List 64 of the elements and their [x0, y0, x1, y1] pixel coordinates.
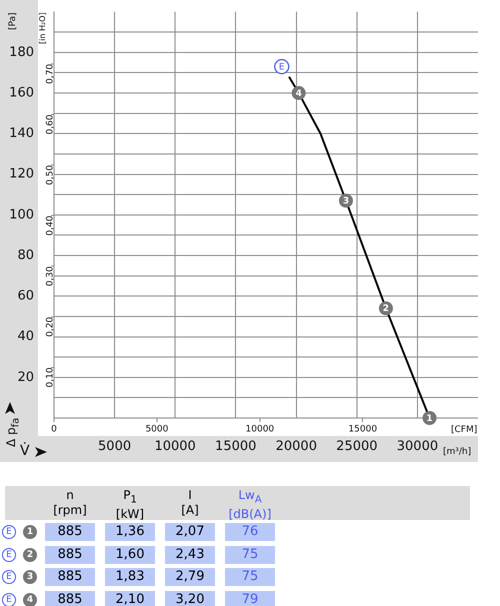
x-tick-label: 25000	[336, 439, 378, 454]
x2-axis-title: [CFM]	[451, 425, 478, 435]
x-tick-label: 5000	[98, 439, 132, 454]
annotation: E	[278, 62, 285, 72]
x-tick-label: 20000	[276, 439, 317, 454]
text: 885	[58, 524, 82, 539]
x2-tick-label: 15000	[348, 424, 378, 435]
x-tick-label: 10000	[154, 439, 196, 454]
category-label: Lw$_{A}$ [dB(A)]	[228, 488, 272, 522]
text: 885	[58, 569, 82, 584]
annotation: 4	[296, 88, 302, 99]
y-tick-label: 40	[17, 329, 34, 344]
text: 75	[242, 569, 258, 584]
category-label: E	[6, 527, 12, 537]
y2-tick-label: 0,70	[45, 64, 56, 84]
text: 2,10	[116, 592, 144, 606]
text: 79	[242, 592, 258, 606]
text: 2,79	[176, 569, 204, 584]
x2-tick-label: 0	[51, 424, 58, 435]
x-tick-label: 15000	[215, 439, 256, 454]
category-label: 3	[26, 572, 34, 582]
text: 2,43	[176, 546, 204, 562]
y2-tick-label: 0,30	[45, 266, 56, 286]
y-tick-label: 140	[9, 126, 34, 142]
y2-tick-label: 0,60	[45, 114, 56, 135]
y-tick-label: 80	[17, 248, 34, 263]
category-label: 2	[26, 550, 34, 560]
annotation: 1	[426, 414, 433, 424]
text: [Pa]	[8, 12, 18, 30]
x2-tick-label: 5000	[145, 424, 169, 435]
x-axis-title: V̇	[20, 443, 30, 459]
category-label: n [rpm]	[52, 488, 88, 518]
y2-tick-label: 0,20	[45, 316, 56, 337]
text: 885	[58, 592, 82, 606]
y-tick-label: 60	[17, 288, 34, 304]
annotation: 2	[382, 304, 390, 314]
y2-axis-title: [in H₂O]	[38, 12, 47, 44]
text: 3,20	[176, 592, 204, 606]
y-tick-label: 180	[9, 44, 34, 60]
category-label: E	[6, 594, 12, 604]
text: [m³/h]	[443, 447, 472, 457]
category-label: 4	[26, 594, 34, 604]
text: 75	[242, 546, 258, 562]
category-label: P$_{1}$ [kW]	[114, 488, 146, 522]
annotation: 3	[342, 196, 350, 207]
y2-tick-label: 0,10	[45, 367, 56, 388]
y-tick-label: 100	[9, 207, 34, 222]
y-tick-label: 20	[17, 370, 34, 385]
category-label: 1	[26, 527, 34, 537]
y-tick-label: 160	[9, 85, 34, 100]
text: 2,07	[176, 524, 204, 539]
category-label: I [A]	[180, 488, 200, 518]
text: 885	[58, 546, 82, 562]
text: 76	[242, 524, 258, 539]
category-label: E	[6, 550, 12, 560]
y2-tick-label: 0,50	[45, 164, 56, 186]
text: 1,60	[116, 546, 144, 562]
y2-tick-label: 0,40	[45, 215, 56, 236]
text: 1,83	[116, 569, 144, 584]
x2-tick-label: 10000	[246, 424, 274, 435]
category-label: E	[6, 572, 12, 582]
x-tick-label: 30000	[396, 439, 438, 454]
y-tick-label: 120	[9, 166, 34, 182]
text: 1,36	[116, 524, 144, 539]
